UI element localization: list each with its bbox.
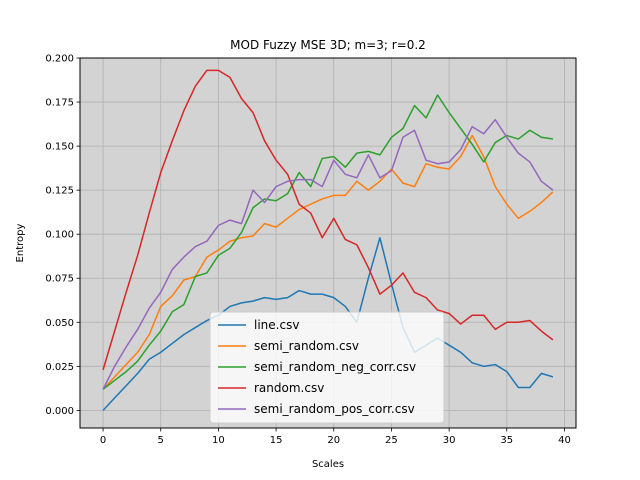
y-tick-label: 0.000 [45,406,74,417]
x-axis-ticks: 0 5 10 15 20 25 30 35 40 [100,428,571,446]
series-line-2 [102,94,554,390]
series-lines [102,69,554,411]
x-tick-label: 35 [500,435,513,446]
legend-label-3: random.csv [254,381,324,395]
y-tick-label: 0.175 [45,98,74,109]
legend-label-2: semi_random_neg_corr.csv [254,360,416,374]
plot-frame [79,57,577,429]
y-tick-label: 0.100 [45,230,74,241]
y-axis-ticks: 0.000 0.025 0.050 0.075 0.100 0.125 0.150 0.175… [45,54,80,417]
legend: line.csv semi_random.csv semi_random_neg_c… [209,311,445,424]
chart-title: MOD Fuzzy MSE 3D; m=3; r=0.2 [230,38,426,52]
x-axis-label: Scales [312,459,344,470]
series-line-1 [102,134,554,390]
x-tick-label: 40 [558,435,571,446]
x-tick-label: 5 [158,435,164,446]
legend-label-0: line.csv [254,318,299,332]
legend-label-1: semi_random.csv [254,339,359,353]
x-tick-label: 25 [385,435,398,446]
y-tick-label: 0.200 [45,54,74,65]
legend-label-4: semi_random_pos_corr.csv [254,402,415,416]
series-line-0 [102,236,554,411]
x-tick-label: 0 [100,435,106,446]
x-tick-label: 10 [212,435,225,446]
x-tick-label: 20 [327,435,340,446]
x-tick-label: 30 [443,435,456,446]
y-tick-label: 0.125 [45,186,74,197]
x-tick-label: 15 [270,435,283,446]
series-line-3 [102,69,554,371]
legend-box [209,311,445,424]
y-tick-label: 0.150 [45,142,74,153]
y-tick-label: 0.075 [45,274,74,285]
y-axis-label: Entropy [15,223,26,262]
y-tick-label: 0.050 [45,318,74,329]
y-tick-label: 0.025 [45,362,74,373]
series-line-4 [102,118,554,390]
